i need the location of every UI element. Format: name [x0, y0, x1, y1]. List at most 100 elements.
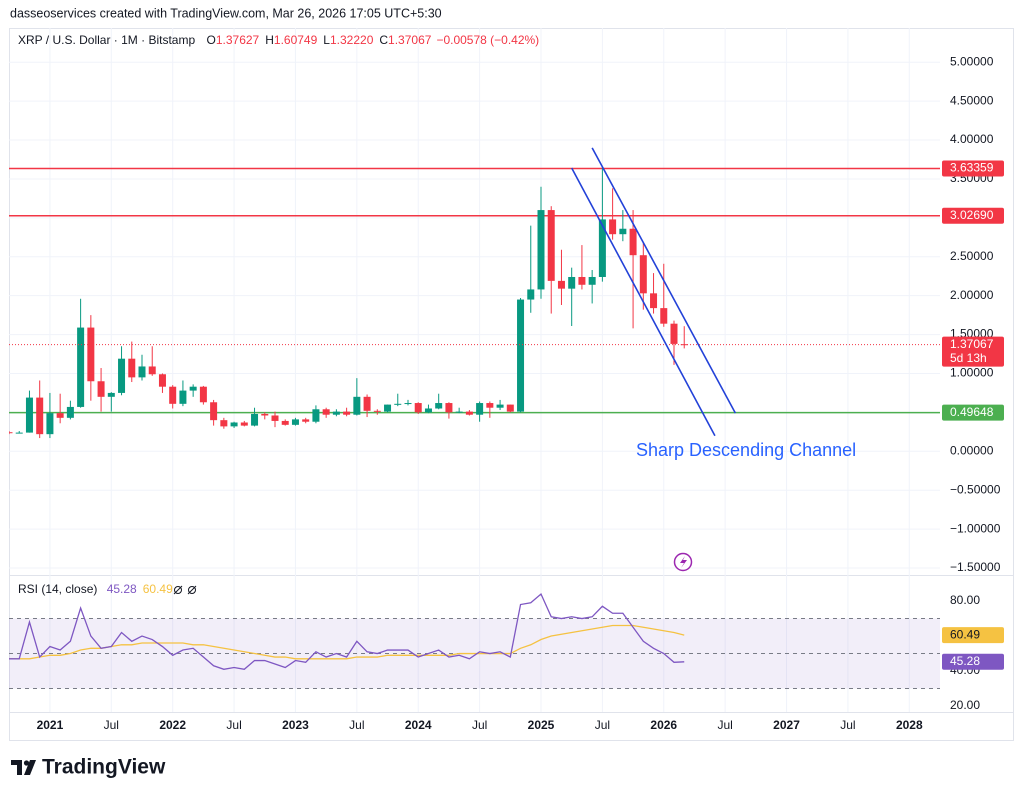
- candle-body: [312, 409, 320, 422]
- candle-body: [169, 386, 177, 404]
- rsi-tick-label: 80.00: [950, 593, 980, 607]
- candle-body: [271, 415, 279, 421]
- x-tick-label: Jul: [104, 718, 119, 732]
- legend-change: −0.00578 (−0.42%): [436, 33, 539, 47]
- candle-body: [465, 411, 473, 415]
- legend-key: H: [265, 33, 274, 47]
- countdown: 5d 13h: [950, 351, 987, 365]
- candle-body: [220, 420, 228, 427]
- candle-body: [670, 323, 678, 344]
- candle-body: [322, 409, 330, 415]
- candle-body: [15, 432, 23, 434]
- y-tick-label: 2.00000: [950, 288, 994, 302]
- candle-body: [619, 228, 627, 235]
- y-tick-label: 1.00000: [950, 366, 994, 380]
- candle-body: [609, 219, 617, 235]
- icon: [187, 585, 197, 595]
- candle-body: [404, 403, 412, 405]
- axes: 5.000004.500004.000003.500003.000002.500…: [37, 54, 1004, 732]
- candle-body: [517, 299, 525, 412]
- axis-label-box: [942, 160, 1004, 177]
- legend-key: O: [207, 33, 216, 47]
- y-tick-label: −1.00000: [950, 521, 1001, 535]
- legend-value: 1.60749: [274, 33, 318, 47]
- annotation: Sharp Descending Channel: [636, 440, 856, 460]
- candle-body: [291, 419, 299, 425]
- axis-label: 1.37067: [950, 337, 994, 351]
- candle-body: [199, 386, 207, 403]
- candle-body: [179, 390, 187, 404]
- candle-body: [568, 276, 576, 289]
- candle-body: [384, 404, 392, 412]
- axis-label: 3.63359: [950, 161, 994, 175]
- candle-body: [588, 276, 596, 285]
- hide-icons: [173, 585, 197, 595]
- brand-logo: [11, 760, 36, 775]
- candle-body: [547, 210, 555, 281]
- candle-body: [629, 228, 637, 256]
- candle-body: [363, 396, 371, 411]
- x-tick-label: 2024: [405, 718, 432, 732]
- x-tick-label: Jul: [349, 718, 364, 732]
- candle-body: [77, 327, 85, 407]
- axis-label: 45.28: [950, 654, 980, 668]
- candle-body: [445, 403, 453, 413]
- candle-body: [373, 410, 381, 412]
- x-tick-label: Jul: [595, 718, 610, 732]
- x-tick-label: Jul: [840, 718, 855, 732]
- rsi-legend-ma: 60.49: [143, 582, 173, 596]
- candle-body: [527, 289, 535, 300]
- rsi-title: RSI (14, close): [18, 582, 97, 596]
- x-tick-label: 2027: [773, 718, 800, 732]
- legend-value: 1.37627: [216, 33, 260, 47]
- x-tick-label: Jul: [717, 718, 732, 732]
- x-tick-label: Jul: [226, 718, 241, 732]
- candle-body: [36, 397, 44, 435]
- icon: [174, 586, 182, 594]
- channel-line: [570, 167, 716, 437]
- candle-body: [353, 396, 361, 415]
- y-tick-label: −1.50000: [950, 560, 1001, 574]
- candle-body: [66, 406, 74, 418]
- x-tick-label: 2025: [528, 718, 555, 732]
- candle-body: [302, 419, 310, 422]
- axis-label-box: [942, 207, 1004, 224]
- header: dasseoservices created with TradingView.…: [10, 6, 442, 20]
- candle-body: [424, 408, 432, 413]
- y-tick-label: −0.50000: [950, 482, 1001, 496]
- candle-body: [97, 381, 105, 397]
- candle-body: [118, 358, 126, 393]
- logo: [24, 760, 36, 775]
- candle-body: [435, 403, 443, 409]
- legend-key: L: [323, 33, 330, 47]
- candle-body: [189, 386, 197, 391]
- x-tick-label: 2022: [159, 718, 186, 732]
- candle-body: [210, 402, 218, 421]
- x-tick-label: Jul: [472, 718, 487, 732]
- candle-body: [455, 411, 463, 413]
- candle-body: [230, 422, 238, 427]
- rsi-tick-label: 20.00: [950, 698, 980, 712]
- y-tick-label: 5.00000: [950, 54, 994, 68]
- candle-body: [251, 413, 259, 426]
- axis-label-box: [942, 404, 1004, 421]
- candle-body: [486, 403, 494, 408]
- candle-body: [394, 403, 402, 405]
- symbol-legend: XRP / U.S. Dollar · 1M · Bitstamp O1.376…: [18, 33, 539, 47]
- grid: [9, 28, 940, 712]
- axis-label-box: [942, 336, 1004, 367]
- candle-body: [9, 432, 13, 434]
- rsi-legend: RSI (14, close) 45.28 60.49: [18, 582, 173, 596]
- x-tick-label: 2028: [896, 718, 923, 732]
- price-pane: [9, 147, 940, 439]
- rsi-line: [9, 592, 685, 670]
- candle-body: [496, 404, 504, 408]
- candle-body: [578, 276, 586, 285]
- candle-body: [138, 366, 146, 378]
- icon[interactable]: [680, 556, 687, 568]
- rsi-pane: [9, 592, 940, 690]
- candle-body: [158, 374, 166, 387]
- candle-body: [506, 404, 514, 412]
- flash-icon[interactable]: [673, 552, 693, 572]
- candle-body: [476, 403, 484, 415]
